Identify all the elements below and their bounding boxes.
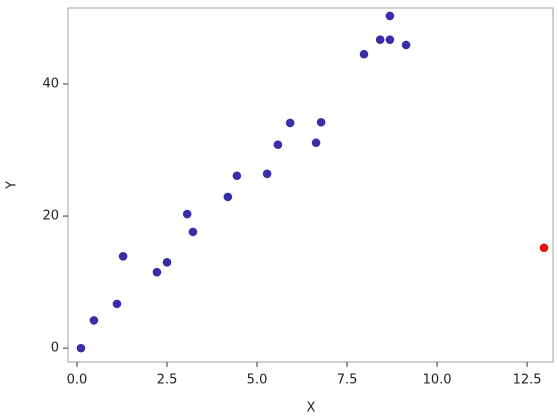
point: [385, 11, 395, 21]
point: [262, 169, 272, 179]
x-axis-label: X: [307, 401, 316, 416]
point: [273, 140, 283, 150]
point: [89, 316, 99, 325]
y-tick-label: 0: [51, 341, 59, 356]
point: [76, 343, 86, 353]
point: [375, 35, 385, 45]
point: [285, 118, 295, 128]
y-axis-label: Y: [5, 181, 20, 190]
point: [359, 49, 369, 59]
point: [539, 243, 549, 253]
point: [385, 35, 395, 45]
point: [316, 117, 326, 127]
point: [118, 252, 128, 261]
x-tick-label: 7.5: [337, 373, 358, 388]
x-tick-label: 2.5: [157, 373, 178, 388]
point: [152, 267, 162, 277]
point: [188, 227, 198, 237]
x-tick-label: 5.0: [247, 373, 268, 388]
point: [182, 209, 192, 219]
x-tick-label: 12.5: [513, 373, 542, 388]
y-tick-label: 20: [42, 209, 59, 224]
x-tick-label: 10.0: [423, 373, 452, 388]
point: [223, 192, 233, 202]
y-tick-label: 40: [42, 76, 59, 91]
point: [311, 138, 321, 148]
point: [162, 257, 172, 267]
point: [232, 171, 242, 181]
point: [401, 40, 411, 50]
point: [112, 299, 122, 309]
plot-frame: [67, 7, 554, 363]
x-tick-label: 0.0: [67, 373, 88, 388]
